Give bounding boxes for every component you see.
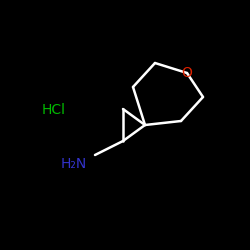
- Text: H₂N: H₂N: [61, 157, 87, 171]
- Text: HCl: HCl: [42, 103, 66, 117]
- Text: O: O: [182, 66, 192, 80]
